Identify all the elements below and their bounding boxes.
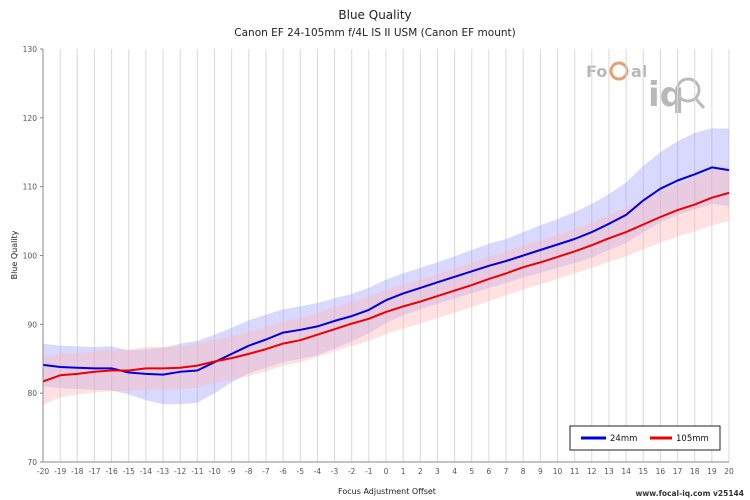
x-tick-label: 1: [401, 467, 406, 476]
x-tick-label: -15: [123, 467, 135, 476]
chart-subtitle: Canon EF 24-105mm f/4L IS II USM (Canon …: [234, 27, 515, 39]
x-tick-label: 15: [638, 467, 648, 476]
y-tick-label: 130: [23, 45, 38, 54]
band-105mm: [43, 164, 729, 405]
x-tick-label: -8: [245, 467, 253, 476]
x-tick-label: -5: [297, 467, 305, 476]
footer-credit: www.focal-iq.com v25144: [635, 489, 744, 498]
x-tick-label: 11: [570, 467, 580, 476]
series-line-24mm: [42, 166, 730, 376]
chart-title: Blue Quality: [338, 8, 411, 22]
y-tick-label: 90: [27, 320, 37, 329]
x-tick-label: -20: [37, 467, 49, 476]
x-tick-label: 19: [707, 467, 717, 476]
x-tick-label: 20: [724, 467, 734, 476]
axes: -20 -19 -18 -17 -16 -15 -14 -13 -12 -11 -10 -9 -8 -7-…: [23, 45, 734, 476]
logo-orange-c: [609, 61, 629, 81]
x-tick-label: 12: [587, 467, 597, 476]
x-tick-label: 7: [504, 467, 509, 476]
x-tick-label: -6: [279, 467, 287, 476]
legend: 24mm 105mm: [569, 425, 721, 451]
x-tick-label: -13: [157, 467, 169, 476]
x-tick-label: -18: [71, 467, 83, 476]
logo-magnifier-handle: [694, 98, 706, 109]
x-tick-label: 17: [673, 467, 683, 476]
x-tick-label: 18: [690, 467, 700, 476]
x-tick-label: -19: [54, 467, 66, 476]
x-tick-label: -14: [140, 467, 152, 476]
x-tick-label: -10: [208, 467, 220, 476]
confidence-bands: [43, 128, 729, 405]
x-tick-label: 3: [435, 467, 440, 476]
legend-label-105mm: 105mm: [676, 434, 709, 444]
x-tick-label: 9: [538, 467, 543, 476]
x-axis-label: Focus Adjustment Offset: [338, 487, 436, 496]
x-tick-label: 6: [487, 467, 492, 476]
x-tick-label: -11: [191, 467, 203, 476]
x-tick-label: -12: [174, 467, 186, 476]
x-tick-label: 2: [418, 467, 423, 476]
legend-label-24mm: 24mm: [610, 434, 637, 444]
logo-text-fo: Fo: [586, 62, 607, 81]
series-line-105mm: [42, 191, 730, 383]
y-axis-label: Blue Quality: [10, 230, 19, 279]
y-tick-label: 110: [23, 183, 38, 192]
x-tick-label: 4: [452, 467, 457, 476]
x-tick-label: -4: [314, 467, 322, 476]
x-tick-label: 16: [656, 467, 666, 476]
band-24mm: [43, 128, 729, 405]
x-tick-label: 8: [521, 467, 526, 476]
x-tick-label: -2: [348, 467, 356, 476]
logo-text-al: al: [631, 62, 647, 81]
x-tick-label: 5: [469, 467, 474, 476]
x-tick-label: 0: [384, 467, 389, 476]
x-tick-label: -16: [105, 467, 117, 476]
x-tick-label: -17: [88, 467, 100, 476]
series-lines: [42, 166, 730, 383]
y-tick-label: 70: [27, 458, 37, 467]
x-tick-label: 10: [553, 467, 563, 476]
x-tick-label: -1: [365, 467, 373, 476]
y-tick-label: 100: [23, 252, 38, 261]
y-tick-label: 120: [23, 114, 38, 123]
logo-magnifier-icon: [675, 77, 701, 103]
x-tick-label: 14: [621, 467, 631, 476]
x-tick-label: -9: [228, 467, 236, 476]
x-tick-label: -7: [262, 467, 270, 476]
watermark-logo: Fo al iq: [586, 61, 706, 115]
x-tick-label: -3: [331, 467, 339, 476]
x-tick-label: 13: [604, 467, 614, 476]
y-tick-label: 80: [27, 389, 37, 398]
